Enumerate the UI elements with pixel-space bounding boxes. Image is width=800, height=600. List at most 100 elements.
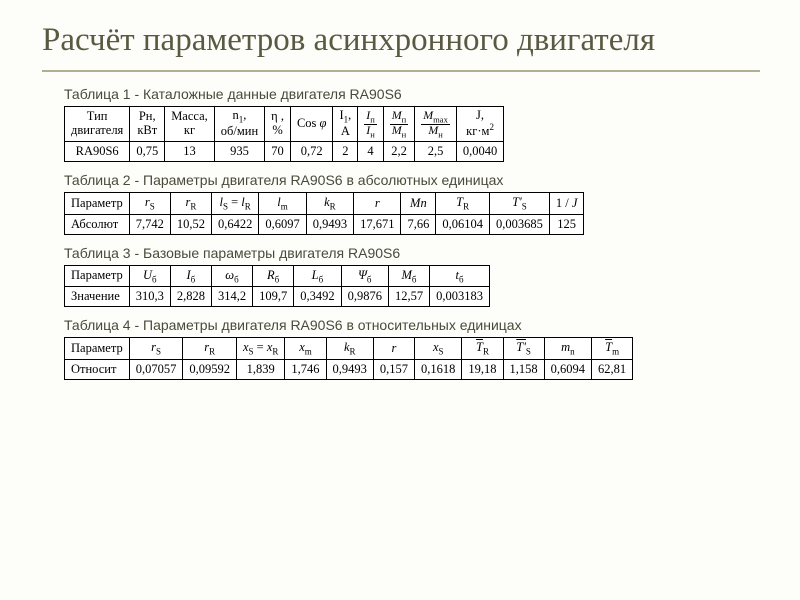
t4c3: 1,839 [236,359,284,379]
t4h11: Tm [592,338,633,360]
t2c3: 0,6422 [211,214,258,234]
t2h3: lS = lR [211,193,258,215]
table1-data-row: RA90S6 0,75 13 935 70 0,72 2 4 2,2 2,5 0… [65,142,504,162]
t1h1: Pн,кВт [130,106,165,141]
t2h0: Параметр [65,193,130,215]
page-title: Расчёт параметров асинхронного двигателя [42,22,760,60]
t1h5: Cos φ [290,106,333,141]
t1c9: 2,5 [415,142,457,162]
t3h5: Lб [294,265,341,287]
t1c0: RA90S6 [65,142,130,162]
t1c6: 2 [333,142,358,162]
t3h3: ωб [211,265,252,287]
table4-data-row: Относит 0,07057 0,09592 1,839 1,746 0,94… [65,359,633,379]
t4c4: 1,746 [285,359,326,379]
t1h7: IпIн [358,106,384,141]
table3-caption: Таблица 3 - Базовые параметры двигателя … [64,245,760,261]
t3h0: Параметр [65,265,130,287]
t2h1: rS [129,193,170,215]
t1h9: MmaxMн [415,106,457,141]
t2c5: 0,9493 [306,214,353,234]
t4c10: 0,6094 [544,359,591,379]
t2c1: 7,742 [129,214,170,234]
t4c2: 0,09592 [183,359,237,379]
t3h4: Rб [253,265,294,287]
t4c11: 62,81 [592,359,633,379]
t4h0: Параметр [65,338,130,360]
t4c0: Относит [65,359,130,379]
t4h3: xS = xR [236,338,284,360]
table1-caption: Таблица 1 - Каталожные данные двигателя … [64,86,760,102]
t2c2: 10,52 [170,214,211,234]
t1h6: I1,A [333,106,358,141]
t3c7: 12,57 [388,287,429,307]
t1h3: n1,об/мин [214,106,264,141]
t3c2: 2,828 [170,287,211,307]
t4c6: 0,157 [373,359,414,379]
table2-caption: Таблица 2 - Параметры двигателя RA90S6 в… [64,172,760,188]
t1h10: J,кг·м2 [456,106,503,141]
t1c5: 0,72 [290,142,333,162]
table4-caption: Таблица 4 - Параметры двигателя RA90S6 в… [64,317,760,333]
t2h10: 1 / J [549,193,584,215]
table3-data-row: Значение 310,3 2,828 314,2 109,7 0,3492 … [65,287,490,307]
t1c4: 70 [265,142,291,162]
t4h7: xS [415,338,462,360]
table3: Параметр Uб Iб ωб Rб Lб Ψб Mб tб Значени… [64,265,490,308]
t3c4: 109,7 [253,287,294,307]
t3c0: Значение [65,287,130,307]
t4h9: T'S [503,338,544,360]
t4h2: rR [183,338,237,360]
t2c8: 0,06104 [436,214,490,234]
t2c6: 17,671 [354,214,401,234]
t4h5: kR [326,338,373,360]
t3c8: 0,003183 [430,287,490,307]
table2-data-row: Абсолют 7,742 10,52 0,6422 0,6097 0,9493… [65,214,584,234]
t1c3: 935 [214,142,264,162]
t2c0: Абсолют [65,214,130,234]
t4c8: 19,18 [462,359,503,379]
t4c5: 0,9493 [326,359,373,379]
t2h5: kR [306,193,353,215]
t4c1: 0,07057 [129,359,183,379]
table4: Параметр rS rR xS = xR xm kR r xS TR T'S… [64,337,633,380]
t2c10: 125 [549,214,584,234]
t4c7: 0,1618 [415,359,462,379]
t1c7: 4 [358,142,384,162]
t2h4: lm [259,193,306,215]
t1h8: MпMн [383,106,414,141]
t2h6: r [354,193,401,215]
t2h9: T'S [489,193,549,215]
t2h2: rR [170,193,211,215]
t4h4: xm [285,338,326,360]
t1c2: 13 [165,142,215,162]
t1h4: η ,% [265,106,291,141]
table3-header-row: Параметр Uб Iб ωб Rб Lб Ψб Mб tб [65,265,490,287]
t3h1: Uб [129,265,170,287]
t1h0: Типдвигателя [65,106,130,141]
table4-header-row: Параметр rS rR xS = xR xm kR r xS TR T'S… [65,338,633,360]
t3c1: 310,3 [129,287,170,307]
t3h8: tб [430,265,490,287]
table1-header-row: Типдвигателя Pн,кВт Масса,кг n1,об/мин η… [65,106,504,141]
t2h7: Mn [401,193,436,215]
table2: Параметр rS rR lS = lR lm kR r Mn TR T'S… [64,192,584,235]
t4h10: mn [544,338,591,360]
t4c9: 1,158 [503,359,544,379]
t3h2: Iб [170,265,211,287]
t1c1: 0,75 [130,142,165,162]
t3h6: Ψб [341,265,388,287]
t2c9: 0,003685 [489,214,549,234]
table2-header-row: Параметр rS rR lS = lR lm kR r Mn TR T'S… [65,193,584,215]
t4h1: rS [129,338,183,360]
t1h2: Масса,кг [165,106,215,141]
title-rule [42,70,760,72]
t1c10: 0,0040 [456,142,503,162]
t2h8: TR [436,193,490,215]
t1c8: 2,2 [383,142,414,162]
t2c4: 0,6097 [259,214,306,234]
t3c3: 314,2 [211,287,252,307]
table1: Типдвигателя Pн,кВт Масса,кг n1,об/мин η… [64,106,504,162]
t2c7: 7,66 [401,214,436,234]
t4h6: r [373,338,414,360]
